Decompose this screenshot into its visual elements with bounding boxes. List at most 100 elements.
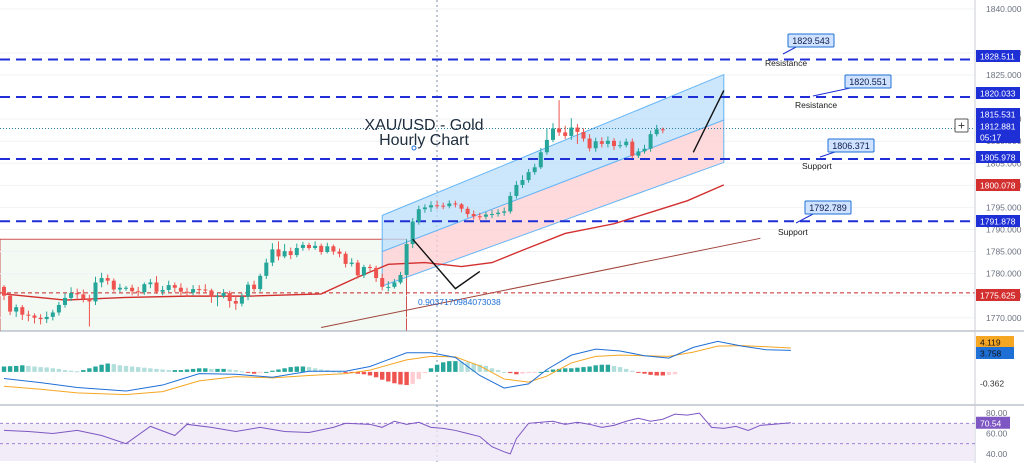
macd-histogram-bar [221, 368, 226, 372]
macd-histogram-bar [575, 367, 580, 372]
price-tag [976, 120, 1020, 132]
candle [471, 214, 476, 217]
y-tick-label: 1825.000 [986, 70, 1022, 80]
price-tag-text: 1800.078 [980, 181, 1016, 191]
candle [538, 152, 543, 168]
macd-histogram-bar [75, 371, 80, 373]
candle [313, 245, 318, 249]
macd-histogram-bar [136, 367, 141, 372]
y-tick-label: 1805.000 [986, 158, 1022, 168]
macd-histogram-bar [264, 371, 269, 373]
ma-line [3, 184, 725, 301]
macd-histogram-bar [563, 368, 568, 372]
macd-histogram-bar [666, 371, 672, 375]
macd-histogram-bar [593, 365, 598, 372]
candle [441, 205, 446, 207]
macd-histogram-bar [422, 371, 428, 374]
rsi-line [3, 412, 791, 455]
macd-histogram-bar [258, 371, 263, 374]
macd-histogram-bar [538, 371, 543, 373]
macd-histogram-bar [1, 366, 7, 372]
rsi-tick-label: 40.00 [986, 449, 1008, 459]
macd-histogram-bar [441, 362, 446, 372]
macd-histogram-bar [105, 363, 110, 372]
macd-histogram-bar [99, 364, 104, 372]
candle [331, 246, 336, 252]
candles [2, 100, 665, 327]
rsi-tag [976, 416, 1010, 429]
y-tick-label: 1780.000 [986, 269, 1022, 279]
candle [514, 184, 519, 196]
price-tag [976, 289, 1020, 301]
macd-histogram-bar [68, 370, 74, 372]
candle [386, 286, 391, 288]
macd-histogram-bar [190, 368, 196, 372]
crosshair-add-button[interactable]: + [954, 118, 969, 133]
candle [160, 289, 165, 292]
macd-histogram-bar [178, 370, 184, 372]
macd-histogram-bar [508, 371, 513, 374]
macd-histogram-bar [93, 366, 98, 372]
macd-histogram-bar [495, 370, 501, 372]
candle [111, 280, 116, 290]
candle [544, 139, 549, 153]
candle [26, 314, 31, 316]
candle [368, 267, 372, 269]
macd-histogram-bar [251, 371, 257, 374]
candle [8, 295, 13, 312]
rsi-tick-label: 60.00 [986, 428, 1008, 438]
macd-histogram-bar [477, 364, 482, 372]
candle [435, 205, 440, 207]
callout-price: 1820.551 [849, 77, 887, 87]
candle [178, 287, 183, 292]
candle [191, 289, 196, 293]
candle [44, 316, 49, 320]
candle [569, 127, 574, 136]
macd-histogram-bar [502, 371, 507, 373]
candle [203, 289, 208, 291]
macd-histogram-bar [294, 366, 299, 372]
y-tick-label: 1795.000 [986, 202, 1022, 212]
candle [136, 291, 141, 293]
price-tag-text: 1775.625 [980, 291, 1016, 301]
candle [380, 278, 385, 287]
macd-histogram-bar [672, 371, 678, 375]
candle [282, 251, 287, 257]
candle [325, 246, 330, 253]
macd-histogram-bar [361, 371, 367, 375]
candle [75, 293, 80, 295]
candle [429, 205, 433, 208]
fib-label: 0.9037170984073038 [418, 297, 501, 307]
candle [38, 317, 43, 320]
candle [50, 312, 55, 317]
candle [252, 284, 257, 290]
macd-histogram-bar [410, 371, 415, 384]
candle [422, 207, 427, 210]
candle [343, 253, 348, 264]
y-tick-label: 1790.000 [986, 224, 1022, 234]
price-tag-text: 1812.881 [980, 122, 1016, 132]
macd-tag-text: 4.119 [980, 338, 1001, 348]
macd-histogram-bar [197, 368, 202, 372]
callout-pointer [795, 212, 816, 224]
macd-histogram-bar [404, 371, 409, 386]
candle [233, 300, 238, 304]
level-tag: Support [802, 161, 832, 171]
candle [258, 275, 263, 290]
moving-average [3, 184, 725, 301]
candle [654, 129, 659, 135]
candle [270, 249, 275, 263]
candle [239, 296, 244, 304]
macd-histogram-bar [459, 361, 464, 372]
candle [105, 278, 110, 281]
macd-histogram-bar [386, 371, 391, 382]
candle [483, 214, 488, 217]
candle [618, 145, 623, 147]
macd-histogram-bar [605, 364, 611, 372]
macd-histogram-bar [416, 371, 421, 380]
price-tag [976, 87, 1020, 99]
candle [520, 180, 525, 185]
macd-histogram-bar [550, 369, 556, 372]
callout-price: 1792.789 [809, 203, 847, 213]
